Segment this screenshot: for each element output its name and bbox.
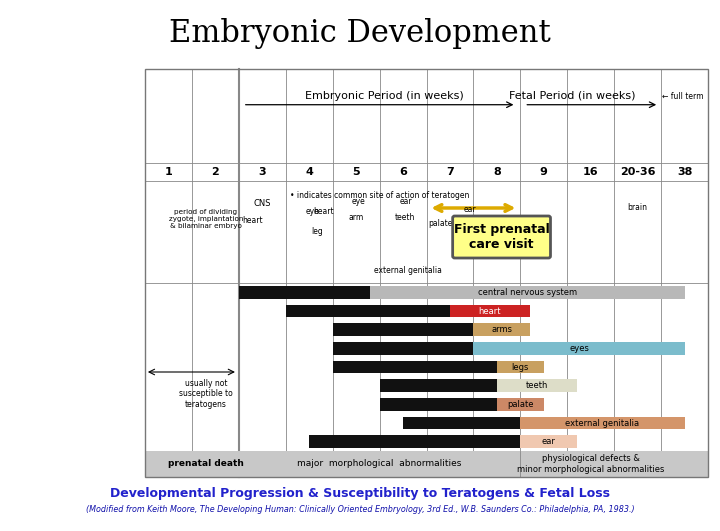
Text: Embryonic Development: Embryonic Development	[169, 18, 551, 49]
Text: Embryonic Period (in weeks): Embryonic Period (in weeks)	[305, 91, 464, 101]
Text: heart: heart	[313, 207, 334, 216]
Bar	[521, 435, 577, 448]
Text: 4: 4	[305, 167, 313, 177]
Bar	[474, 342, 685, 355]
Bar	[286, 305, 450, 318]
Text: 3: 3	[258, 167, 266, 177]
Text: prenatal death: prenatal death	[168, 459, 244, 468]
Bar	[333, 323, 474, 336]
Bar	[497, 361, 544, 373]
Text: 8: 8	[493, 167, 500, 177]
Text: teeth: teeth	[526, 381, 548, 390]
Text: heart: heart	[479, 306, 501, 315]
FancyBboxPatch shape	[453, 216, 551, 258]
Bar	[239, 286, 370, 298]
Text: 38: 38	[677, 167, 692, 177]
Text: ear: ear	[541, 437, 555, 446]
Text: (Modified from Keith Moore, The Developing Human: Clinically Oriented Embryology: (Modified from Keith Moore, The Developi…	[86, 504, 634, 513]
Text: 20-36: 20-36	[620, 167, 655, 177]
Text: 16: 16	[583, 167, 598, 177]
Bar	[145, 69, 708, 477]
Text: 9: 9	[540, 167, 548, 177]
Text: Fetal Period (in weeks): Fetal Period (in weeks)	[509, 91, 636, 101]
Text: 7: 7	[446, 167, 454, 177]
Text: eye: eye	[305, 207, 319, 216]
Bar	[403, 417, 521, 430]
Text: arm: arm	[348, 213, 364, 222]
Bar	[309, 435, 521, 448]
Text: major  morphological  abnormalities: major morphological abnormalities	[297, 459, 462, 468]
Text: 6: 6	[399, 167, 407, 177]
Bar	[497, 379, 577, 392]
Text: arms: arms	[491, 325, 512, 334]
Bar	[497, 398, 544, 410]
Text: ← full term: ← full term	[662, 92, 703, 101]
Text: external genitalia: external genitalia	[565, 418, 639, 427]
Text: palate: palate	[507, 400, 534, 409]
Text: • indicates common site of action of teratogen: • indicates common site of action of ter…	[290, 191, 469, 200]
Text: ear: ear	[464, 205, 477, 214]
Bar	[379, 379, 497, 392]
Text: CNS: CNS	[253, 199, 271, 208]
Bar	[333, 342, 474, 355]
Text: palate: palate	[428, 219, 453, 228]
Text: external genitalia: external genitalia	[374, 266, 442, 275]
Bar	[521, 417, 685, 430]
Text: First prenatal
care visit: First prenatal care visit	[454, 223, 549, 251]
Text: central nervous system: central nervous system	[478, 288, 577, 297]
Text: teeth: teeth	[395, 213, 415, 222]
Text: usually not
susceptible to
teratogens: usually not susceptible to teratogens	[179, 379, 233, 409]
Text: eye: eye	[351, 197, 365, 206]
Text: period of dividing
zygote, implantation
& bilaminar embryo: period of dividing zygote, implantation …	[168, 209, 243, 229]
Text: Developmental Progression & Susceptibility to Teratogens & Fetal Loss: Developmental Progression & Susceptibili…	[110, 486, 610, 500]
Bar	[450, 305, 530, 318]
Bar	[145, 451, 708, 477]
Bar	[379, 398, 497, 410]
Bar	[333, 361, 497, 373]
Text: brain: brain	[628, 203, 647, 212]
Text: heart: heart	[242, 216, 263, 225]
Text: eyes: eyes	[569, 344, 589, 353]
Bar	[474, 323, 530, 336]
Text: ear: ear	[400, 197, 413, 206]
Text: 5: 5	[352, 167, 360, 177]
Text: 1: 1	[165, 167, 172, 177]
Text: 2: 2	[212, 167, 220, 177]
Text: physiological defects &
minor morphological abnormalities: physiological defects & minor morphologi…	[517, 455, 665, 474]
Bar	[370, 286, 685, 298]
Text: legs: legs	[512, 363, 529, 372]
Text: leg: leg	[311, 227, 323, 236]
